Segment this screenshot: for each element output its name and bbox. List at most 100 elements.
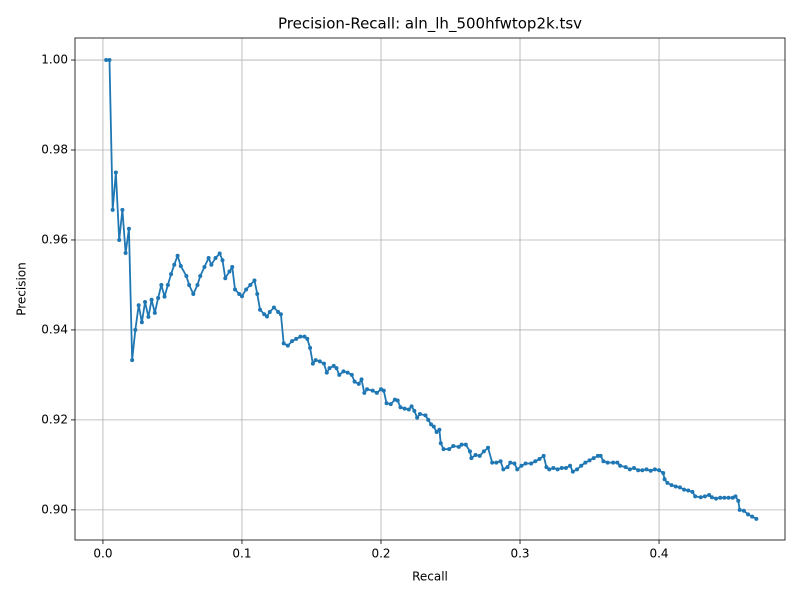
y-tick-label: 0.98	[41, 143, 68, 157]
data-point	[611, 460, 616, 465]
data-point	[365, 387, 370, 392]
data-point	[605, 460, 610, 465]
x-tick-label: 0.4	[649, 547, 668, 561]
data-point	[255, 291, 260, 296]
data-point	[110, 207, 115, 212]
data-point	[508, 460, 513, 465]
data-point	[317, 359, 322, 364]
data-point	[104, 58, 109, 63]
data-point	[217, 251, 222, 256]
data-point	[381, 388, 386, 393]
data-point	[113, 170, 118, 175]
data-point	[736, 498, 741, 503]
data-point	[662, 477, 667, 482]
data-point	[515, 467, 520, 472]
data-point	[441, 447, 446, 452]
data-point	[623, 465, 628, 470]
data-point	[431, 424, 436, 429]
data-point	[159, 282, 164, 287]
data-point	[632, 466, 637, 471]
data-point	[276, 309, 281, 314]
data-point	[714, 496, 719, 501]
data-point	[463, 442, 468, 447]
data-point	[117, 237, 122, 242]
data-point	[686, 488, 691, 493]
data-point	[601, 459, 606, 464]
data-point	[233, 287, 238, 292]
data-point	[281, 341, 286, 346]
data-point	[519, 463, 524, 468]
data-point	[123, 251, 128, 256]
data-point	[652, 467, 657, 472]
data-point	[409, 404, 414, 409]
data-point	[327, 366, 332, 371]
data-point	[644, 467, 649, 472]
data-point	[178, 264, 183, 269]
data-point	[345, 370, 350, 375]
data-point	[337, 372, 342, 377]
data-point	[618, 463, 623, 468]
data-point	[341, 369, 346, 374]
data-point	[152, 310, 157, 315]
data-point	[636, 468, 641, 473]
data-point	[202, 264, 207, 269]
data-point	[693, 494, 698, 499]
data-point	[737, 507, 742, 512]
data-point	[429, 422, 434, 427]
data-point	[227, 269, 232, 274]
y-axis-label: Precision	[15, 262, 29, 316]
data-point	[467, 449, 472, 454]
data-point	[220, 258, 225, 263]
data-point	[568, 463, 573, 468]
data-point	[677, 485, 682, 490]
x-tick-label: 0.2	[371, 547, 390, 561]
data-point	[598, 453, 603, 458]
data-point	[544, 465, 549, 470]
data-point	[451, 443, 456, 448]
data-point	[583, 460, 588, 465]
data-point	[563, 466, 568, 471]
data-point	[184, 273, 189, 278]
chart-title: Precision-Recall: aln_lh_500hfwtop2k.tsv	[278, 15, 582, 34]
data-point	[726, 495, 731, 500]
data-point	[324, 370, 329, 375]
data-point	[498, 459, 503, 464]
data-point	[191, 291, 196, 296]
data-point	[264, 314, 269, 319]
data-point	[501, 467, 506, 472]
data-point	[209, 262, 214, 267]
x-tick-label: 0.3	[510, 547, 529, 561]
data-point	[172, 262, 177, 267]
y-tick-label: 1.00	[41, 53, 68, 67]
data-point	[206, 255, 211, 260]
data-point	[438, 441, 443, 446]
data-point	[175, 253, 180, 258]
data-point	[149, 297, 154, 302]
data-point	[169, 272, 174, 277]
data-point	[156, 295, 161, 300]
data-point	[417, 412, 422, 417]
x-tick-label: 0.1	[232, 547, 251, 561]
data-point	[290, 339, 295, 344]
data-point	[423, 413, 428, 418]
data-point	[271, 305, 276, 310]
data-point	[754, 516, 759, 521]
data-point	[398, 405, 403, 410]
data-point	[395, 398, 400, 403]
data-point	[709, 495, 714, 500]
data-point	[591, 456, 596, 461]
data-point	[278, 312, 283, 317]
data-point	[349, 372, 354, 377]
data-point	[244, 287, 249, 292]
data-point	[402, 406, 407, 411]
data-point	[437, 427, 442, 432]
data-point	[537, 457, 542, 462]
data-point	[559, 466, 564, 471]
data-point	[130, 358, 135, 363]
data-point	[406, 407, 411, 412]
data-point	[669, 483, 674, 488]
data-point	[673, 484, 678, 489]
data-point	[126, 226, 131, 231]
